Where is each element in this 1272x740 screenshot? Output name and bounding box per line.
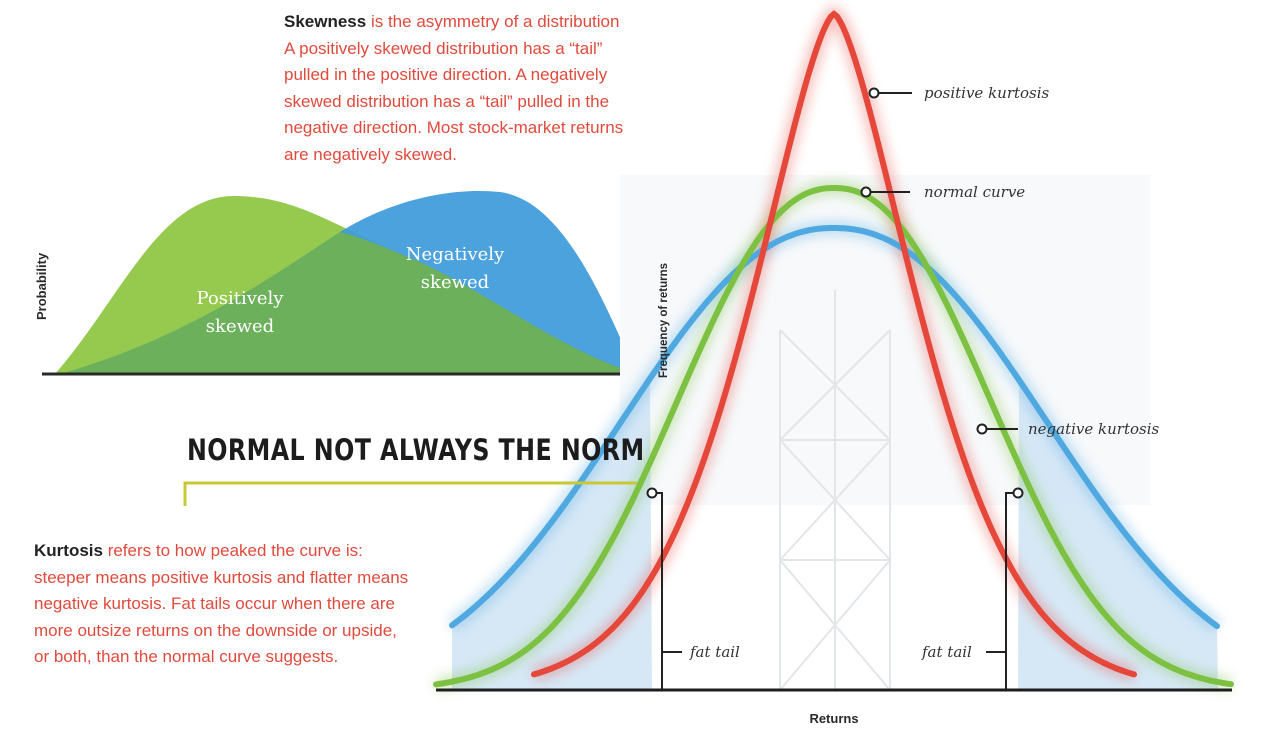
kurtosis-line-5: or both, than the normal curve suggests.: [34, 647, 339, 666]
headline-rule: [183, 481, 637, 506]
center-lattice: [778, 290, 892, 691]
frequency-axis-label: Frequency of returns: [658, 262, 670, 378]
kurtosis-term: Kurtosis: [34, 541, 103, 560]
fat-tail-right-label: fat tail: [921, 643, 972, 661]
negative-skew-label-line2: skewed: [421, 272, 489, 293]
skewness-description: Skewness is the asymmetry of a distribut…: [284, 9, 664, 168]
kurtosis-line-4: more outsize returns on the downside or …: [34, 620, 397, 640]
kurtosis-description: Kurtosis refers to how peaked the curve …: [34, 538, 454, 671]
positive-skew-label-line2: skewed: [206, 316, 274, 337]
skew-overlap-area: [60, 232, 638, 374]
fat-tail-left-label: fat tail: [689, 643, 740, 661]
skewness-line-1: is the asymmetry of a distribution: [366, 12, 620, 31]
negative-kurtosis-label: negative kurtosis: [1028, 420, 1160, 438]
skewness-chart: Positively skewed Negatively skewed: [42, 191, 640, 376]
skewness-line-5: negative direction. Most stock-market re…: [284, 118, 624, 137]
skewness-term: Skewness: [284, 12, 367, 31]
headline: NORMAL NOT ALWAYS THE NORM: [187, 433, 645, 467]
probability-axis-label: Probability: [34, 252, 49, 320]
negative-skew-label-line1: Negatively: [406, 244, 505, 265]
normal-curve: [433, 185, 1234, 688]
skewness-line-2: A positively skewed distribution has a “…: [284, 38, 603, 58]
kurtosis-line-2: steeper means positive kurtosis and flat…: [34, 567, 409, 587]
skewness-line-6: are negatively skewed.: [284, 144, 457, 164]
kurtosis-line-3: negative kurtosis. Fat tails occur when …: [34, 594, 395, 613]
positive-skew-label-line1: Positively: [197, 288, 285, 309]
x-axis-label: Returns: [809, 711, 858, 726]
kurtosis-line-1: refers to how peaked the curve is:: [102, 541, 363, 560]
positive-kurtosis-curve: [531, 10, 1137, 678]
normal-curve-label: normal curve: [924, 183, 1025, 201]
callout-markers: [646, 87, 1024, 499]
skewness-line-3: pulled in the positive direction. A nega…: [284, 65, 608, 84]
skewness-line-4: skewed distribution has a “tail” pulled …: [284, 91, 610, 111]
kurtosis-chart: positive kurtosis normal curve negative …: [433, 4, 1234, 726]
positive-kurtosis-label: positive kurtosis: [924, 84, 1050, 102]
